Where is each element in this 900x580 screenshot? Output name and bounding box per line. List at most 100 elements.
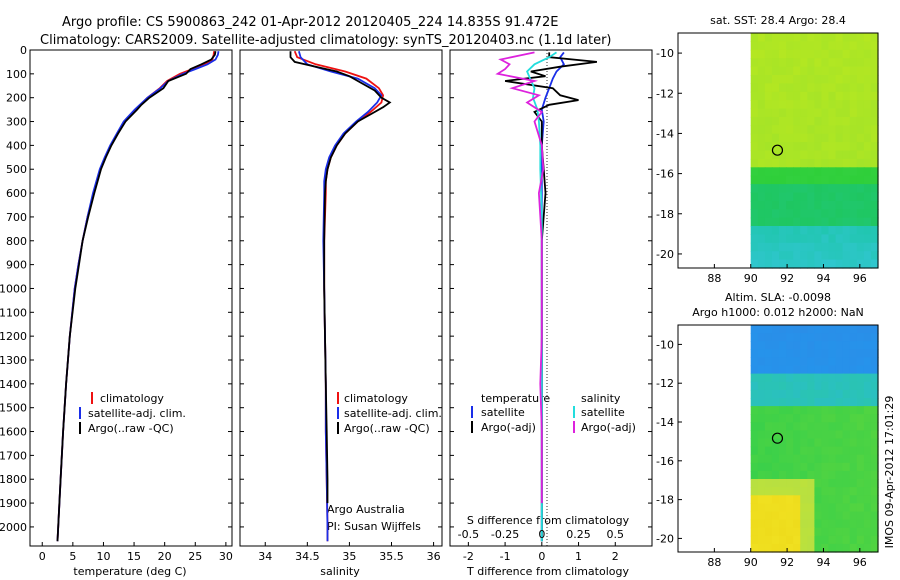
map-cell	[807, 422, 815, 431]
map-cell	[821, 527, 830, 537]
map-cell	[750, 108, 759, 118]
map-cell	[779, 192, 787, 202]
map-cell	[863, 381, 872, 391]
map-cell	[842, 150, 851, 160]
map-cell	[750, 406, 759, 415]
map-cell	[856, 470, 865, 480]
map-cell	[793, 414, 801, 423]
map-cell	[814, 100, 823, 110]
map-cell	[821, 66, 830, 76]
map-cell	[764, 150, 773, 160]
map-cell	[835, 373, 844, 383]
map-cell	[849, 83, 858, 93]
map-cell	[870, 251, 879, 261]
map-cell	[750, 192, 759, 202]
map-cell	[800, 446, 808, 456]
map-cell	[779, 430, 787, 440]
map-cell	[757, 259, 766, 269]
map-cell	[821, 341, 830, 350]
map-cell	[764, 325, 773, 334]
map-cell	[764, 259, 773, 269]
map-cell	[800, 430, 808, 440]
map-cell	[779, 325, 787, 334]
legend-t-argo: Argo(-adj)	[481, 421, 536, 434]
map-cell	[863, 357, 872, 367]
map-cell	[856, 184, 865, 194]
y-tick-label: 100	[6, 68, 27, 81]
map-cell	[849, 217, 858, 227]
map-cell	[750, 438, 759, 448]
map-cell	[835, 49, 844, 59]
map-cell	[771, 543, 780, 553]
map-cell	[750, 454, 759, 464]
map-cell	[757, 503, 766, 513]
t-difference-xlabel: T difference from climatology	[466, 565, 629, 578]
map-cell	[764, 406, 773, 415]
map-cell	[757, 462, 766, 472]
map-cell	[863, 543, 872, 553]
map-cell	[800, 381, 808, 391]
map-cell	[828, 373, 837, 383]
map-cell	[750, 234, 759, 244]
map-cell	[771, 365, 780, 375]
map-cell	[856, 349, 865, 358]
map-cell	[863, 91, 872, 101]
map-cell	[786, 175, 794, 185]
map-cell	[800, 234, 808, 244]
map-cell	[800, 209, 808, 219]
map-cell	[779, 41, 787, 51]
map-cell	[828, 479, 837, 488]
map-cell	[807, 430, 815, 440]
map-cell	[835, 381, 844, 391]
map-cell	[793, 341, 801, 350]
map-cell	[786, 503, 794, 513]
map-cell	[821, 446, 830, 456]
map-cell	[863, 487, 872, 496]
map-cell	[764, 66, 773, 76]
map-cell	[863, 365, 872, 375]
map-cell	[870, 116, 879, 126]
map-cell	[814, 167, 823, 177]
map-cell	[750, 357, 759, 367]
map-cell	[800, 83, 808, 93]
map-cell	[870, 142, 879, 152]
map-cell	[870, 357, 879, 367]
map-cell	[856, 341, 865, 350]
map-cell	[849, 200, 858, 210]
map-cell	[771, 349, 780, 358]
map-cell	[764, 200, 773, 210]
map-cell	[757, 116, 766, 126]
x-tick-label: 36	[427, 550, 441, 563]
map-cell	[849, 108, 858, 118]
map-cell	[835, 389, 844, 399]
map-cell	[807, 142, 815, 152]
map-cell	[821, 543, 830, 553]
map-cell	[870, 75, 879, 84]
map-cell	[814, 116, 823, 126]
map-cell	[771, 184, 780, 194]
map-cell	[807, 438, 815, 448]
map-cell	[863, 158, 872, 168]
map-cell	[750, 365, 759, 375]
map-cell	[750, 414, 759, 423]
map-cell	[786, 511, 794, 521]
map-cell	[835, 259, 844, 269]
map-cell	[807, 325, 815, 334]
map-cell	[793, 389, 801, 399]
map-cell	[863, 511, 872, 521]
map-cell	[779, 527, 787, 537]
map-cell	[800, 217, 808, 227]
map-cell	[835, 422, 844, 431]
map-cell	[828, 234, 837, 244]
map-cell	[757, 365, 766, 375]
map-cell	[793, 167, 801, 177]
map-cell	[842, 414, 851, 423]
map-cell	[835, 454, 844, 464]
map-cell	[870, 49, 879, 59]
map-cell	[807, 535, 815, 545]
map-cell	[828, 58, 837, 68]
map-cell	[793, 495, 801, 504]
map-cell	[821, 259, 830, 269]
map-cell	[757, 454, 766, 464]
map-cell	[849, 325, 858, 334]
